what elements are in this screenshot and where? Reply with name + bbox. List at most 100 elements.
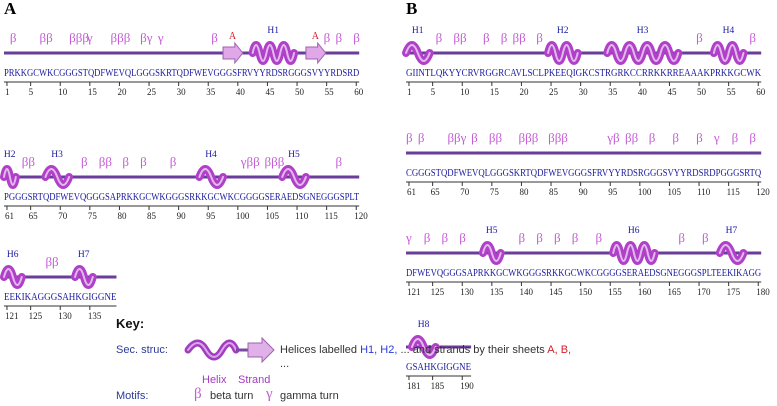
turn-motif: ββ bbox=[513, 30, 527, 45]
helix-label: H1 bbox=[412, 26, 424, 36]
turn-motif: β bbox=[140, 154, 147, 169]
tick-label: 70 bbox=[58, 211, 68, 221]
key-strand-label: Strand bbox=[238, 374, 271, 386]
turn-motif: β bbox=[81, 154, 88, 169]
tick-label: 165 bbox=[667, 287, 681, 297]
helix-label: H2 bbox=[557, 26, 569, 36]
tick-label: 25 bbox=[147, 87, 157, 97]
turn-motif: β bbox=[442, 230, 449, 245]
tick-label: 125 bbox=[29, 311, 43, 321]
helix-H3: H3 bbox=[603, 26, 683, 65]
tick-label: 61 bbox=[407, 187, 416, 197]
tick-label: 110 bbox=[697, 187, 711, 197]
helix-H2: H2 bbox=[0, 150, 20, 189]
helix-label: H1 bbox=[267, 26, 279, 36]
tick-label: 10 bbox=[460, 87, 470, 97]
sequence-text: DFWEVQGGGSAPRKKGCWKGGGSRKKGCWKCGGGGSERAE… bbox=[406, 268, 762, 279]
helix-H6: H6 bbox=[0, 250, 26, 289]
turn-motif: β bbox=[406, 130, 413, 145]
turn-motif: β bbox=[732, 130, 739, 145]
panel-label-A: A bbox=[4, 0, 17, 18]
turn-motif: ββ bbox=[453, 30, 467, 45]
tick-label: 155 bbox=[608, 287, 622, 297]
turn-motif: β bbox=[702, 230, 709, 245]
key-motifs-label: Motifs: bbox=[116, 390, 149, 402]
tick-label: 61 bbox=[5, 211, 14, 221]
tick-label: 115 bbox=[727, 187, 741, 197]
sequence-text: CGGGSTQDFWEVQLGGGSKRTQDFWEVGGGSFRVYYRDSR… bbox=[406, 168, 762, 179]
turn-motif: β bbox=[353, 30, 360, 45]
turn-motif: β bbox=[572, 230, 579, 245]
key-sheet-b: B, bbox=[560, 344, 572, 356]
turn-motif: β bbox=[336, 30, 343, 45]
key-desc-mid: ... and strands by their sheets bbox=[400, 344, 545, 356]
tick-label: 175 bbox=[727, 287, 741, 297]
tick-label: 60 bbox=[354, 87, 364, 97]
turn-motif: β bbox=[678, 230, 685, 245]
key-desc-prefix: Helices labelled bbox=[280, 344, 358, 356]
turn-motif: β bbox=[696, 130, 703, 145]
panel-B-row-2: β β ββγ β ββ βββ βββ γβ ββ β β β γ β βCGGGSTQDFWEVQLGG… bbox=[406, 130, 770, 197]
tick-label: 145 bbox=[549, 287, 563, 297]
tick-label: 15 bbox=[88, 87, 98, 97]
helix-label: H3 bbox=[637, 26, 649, 36]
key-sec-struc-label: Sec. struc: bbox=[116, 344, 168, 356]
gamma-turn-motif: γ bbox=[86, 30, 93, 45]
tick-label: 45 bbox=[265, 87, 275, 97]
tick-label: 15 bbox=[490, 87, 500, 97]
turn-motif: ββ bbox=[45, 254, 59, 269]
turn-motif: β bbox=[211, 30, 218, 45]
tick-label: 75 bbox=[88, 211, 98, 221]
panel-B-row-4: H8 GSAHKGIGGNE 181 185 190 bbox=[406, 320, 474, 391]
turn-motif: βββ bbox=[518, 130, 538, 145]
helix-H3: H3 bbox=[41, 150, 74, 189]
tick-label: 80 bbox=[519, 187, 529, 197]
key-helix-label: Helix bbox=[202, 374, 227, 386]
turn-motif: β bbox=[649, 130, 656, 145]
helix-H5: H5 bbox=[278, 150, 310, 189]
turn-motif: ββγ bbox=[447, 130, 466, 145]
tick-label: 110 bbox=[295, 211, 309, 221]
helix-label: H6 bbox=[7, 250, 19, 260]
tick-label: 45 bbox=[667, 87, 677, 97]
helix-label: H7 bbox=[726, 226, 738, 236]
sequence-text: GSAHKGIGGNE bbox=[406, 362, 471, 373]
tick-label: 30 bbox=[177, 87, 187, 97]
tick-label: 40 bbox=[638, 87, 648, 97]
turn-motif: β bbox=[170, 154, 177, 169]
panel-label-B: B bbox=[406, 0, 417, 18]
key-h1: H1, bbox=[360, 344, 378, 356]
helix-H8: H8 bbox=[407, 320, 440, 359]
helix-H7: H7 bbox=[715, 226, 748, 265]
gamma-turn-motif: γ bbox=[157, 30, 164, 45]
turn-motif: ββ bbox=[99, 154, 113, 169]
tick-label: 105 bbox=[265, 211, 279, 221]
panel-A-row-3: H6 H7 ββ EEKIKAGGGSAHKGIGGNE 121 125 130 135 bbox=[0, 250, 117, 321]
key-sheet-a: A, bbox=[547, 344, 558, 356]
tick-label: 85 bbox=[549, 187, 559, 197]
turn-motif: β bbox=[595, 230, 602, 245]
helix-label: H5 bbox=[288, 150, 300, 160]
turn-motif: ββ bbox=[40, 30, 54, 45]
panel-B-row-3: H5 H6 H7γ β β β β β β β β β βDFWEVQGGGSAPRKKGCWKGGGS… bbox=[405, 226, 770, 297]
turn-motif: β bbox=[749, 30, 756, 45]
tick-label: 105 bbox=[667, 187, 681, 197]
turn-motif: βββ bbox=[69, 30, 89, 45]
tick-label: 1 bbox=[407, 87, 412, 97]
helix-label: H4 bbox=[723, 26, 735, 36]
tick-label: 170 bbox=[697, 287, 711, 297]
turn-motif: β bbox=[418, 130, 425, 145]
turn-motif: β bbox=[324, 30, 331, 45]
helix-label: H8 bbox=[418, 320, 430, 330]
tick-label: 180 bbox=[756, 287, 770, 297]
tick-label: 5 bbox=[431, 87, 436, 97]
turn-motif: β bbox=[459, 230, 466, 245]
tick-label: 181 bbox=[407, 381, 421, 391]
turn-motif: β bbox=[122, 154, 129, 169]
tick-label: 90 bbox=[579, 187, 589, 197]
turn-motif: β bbox=[483, 30, 490, 45]
tick-label: 35 bbox=[608, 87, 618, 97]
helix-H1: H1 bbox=[402, 26, 434, 65]
tick-label: 150 bbox=[579, 287, 593, 297]
